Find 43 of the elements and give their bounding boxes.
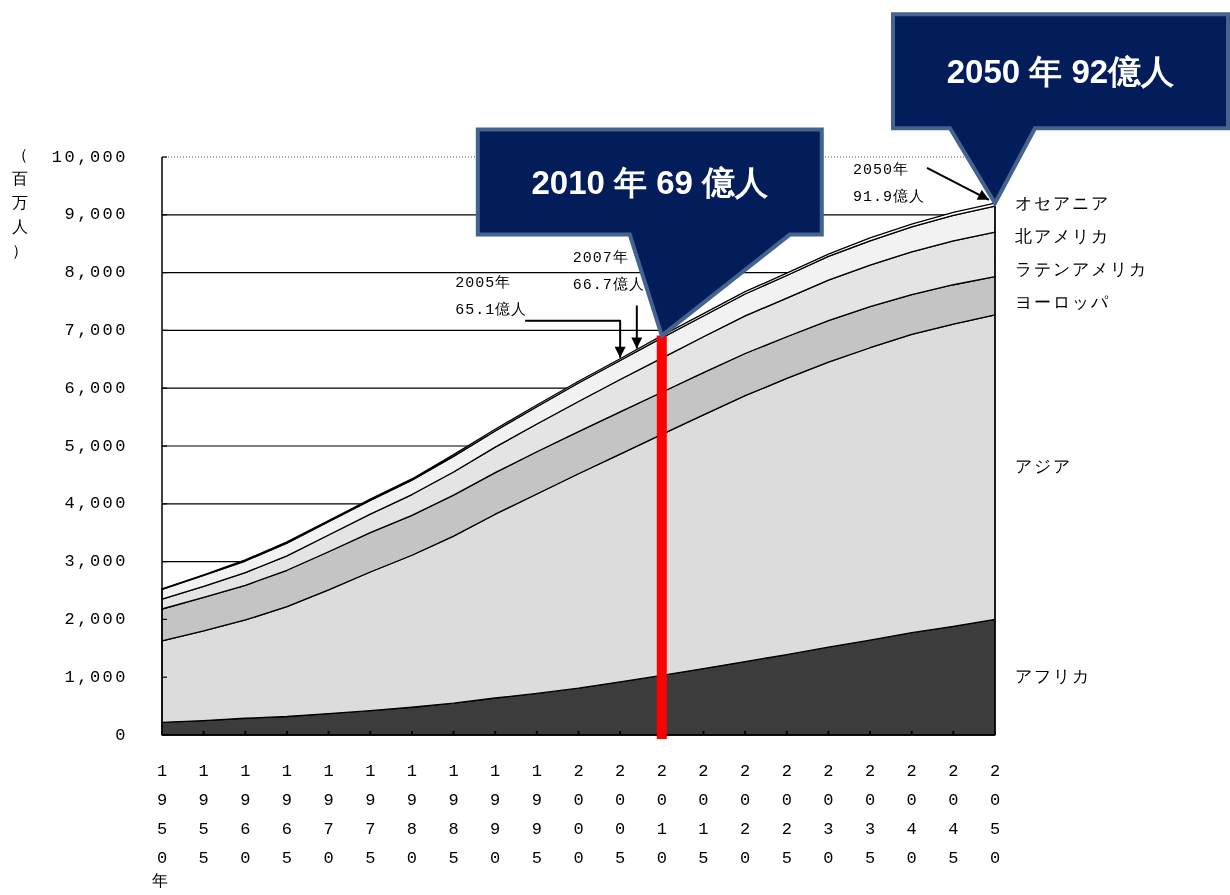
annotation: 2050年 91.9億人 — [853, 160, 926, 206]
x-tick-label: 1990 — [485, 762, 505, 878]
y-tick-label: 10,000 — [51, 147, 128, 167]
series-label: アフリカ — [1015, 667, 1091, 687]
x-tick-label: 2020 — [735, 762, 755, 878]
x-tick-label: 1995 — [527, 762, 547, 878]
y-tick-label: 6,000 — [64, 378, 128, 398]
annotation: 2005年 65.1億人 — [455, 273, 528, 319]
series-label: 北アメリカ — [1015, 228, 1110, 248]
x-tick-label: 1970 — [319, 762, 339, 878]
x-tick-label: 2035 — [860, 762, 880, 878]
y-tick-label: 4,000 — [64, 494, 128, 514]
y-tick-label: 5,000 — [64, 436, 128, 456]
annotation: 2010 年 69 億人 — [531, 163, 770, 201]
series-label: アジア — [1015, 457, 1072, 477]
y-tick-label: 9,000 — [64, 205, 128, 225]
x-tick-label: 2000 — [569, 762, 588, 878]
y-axis-title: （百万人） — [12, 147, 28, 261]
text: 2050 年 92億人 — [946, 52, 1176, 90]
series-label: ヨーロッパ — [1015, 294, 1110, 314]
x-tick-label: 1965 — [277, 762, 297, 878]
x-tick-label: 2045 — [943, 762, 963, 878]
y-tick-label: 8,000 — [64, 263, 128, 283]
annotation: 2007年 66.7億人 — [572, 249, 645, 295]
x-tick-label: 2005 — [610, 762, 630, 878]
y-tick-label: 0 — [115, 725, 128, 745]
x-tick-label: 2025 — [777, 762, 797, 878]
x-tick-label: 2050 — [985, 762, 1005, 878]
y-tick-label: 7,000 — [64, 320, 128, 340]
series-label: オセアニア — [1015, 195, 1110, 215]
x-tick-label: 1955 — [194, 762, 214, 878]
x-tick-label: 2040 — [902, 762, 922, 878]
x-tick-label: 1975 — [360, 762, 380, 878]
x-tick-label: 2015 — [693, 762, 713, 878]
y-tick-label: 3,000 — [64, 552, 128, 572]
y-tick-label: 2,000 — [64, 609, 128, 629]
x-tick-label: 1980 — [402, 762, 422, 878]
y-tick-label: 1,000 — [64, 667, 128, 687]
series-label: ラテンアメリカ — [1015, 261, 1148, 281]
x-tick-label: 2010 — [652, 762, 672, 878]
x-tick-label: 1960 — [235, 762, 255, 878]
x-tick-label: 2030 — [818, 762, 838, 878]
x-tick-label: 1985 — [444, 762, 464, 878]
